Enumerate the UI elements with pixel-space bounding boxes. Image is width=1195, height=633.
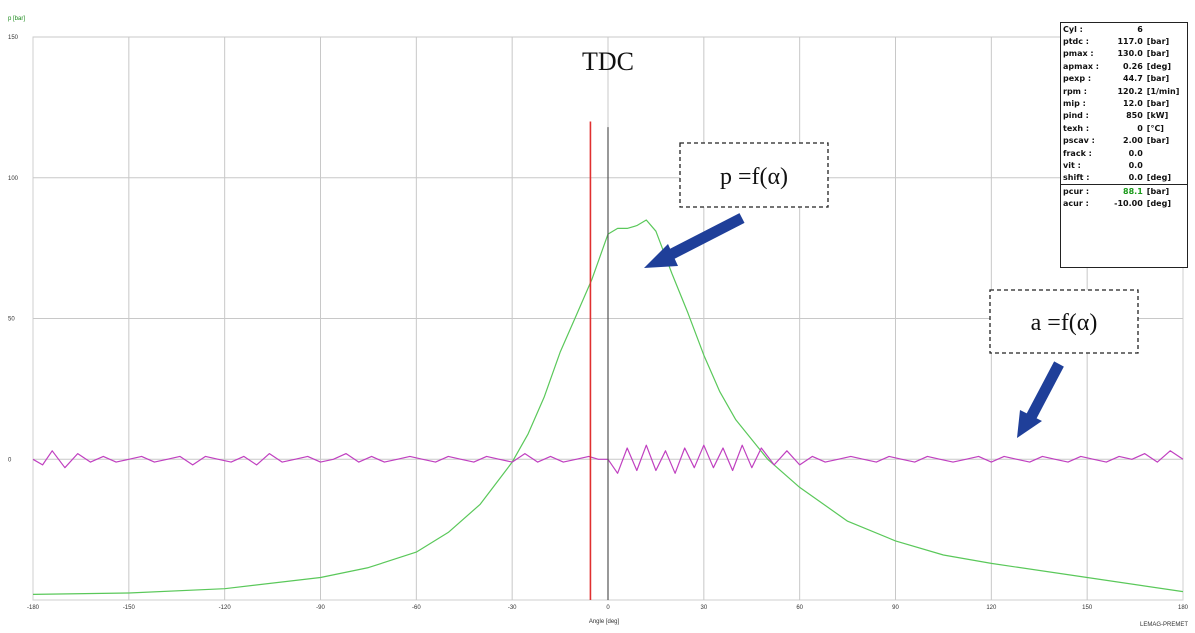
readout-name: Cyl :: [1063, 24, 1083, 34]
readout-unit: [kW]: [1146, 111, 1169, 121]
readout-row: frack : 0.0: [1061, 147, 1187, 159]
x-tick-label: 60: [796, 605, 803, 611]
readout-name: pcur :: [1061, 184, 1108, 198]
readout-row: Cyl : 6: [1061, 23, 1187, 35]
x-tick-label: -90: [316, 605, 325, 611]
y-tick-label: 0: [8, 457, 12, 463]
readout-row: vit : 0.0: [1061, 159, 1187, 171]
y-tick-label: 50: [8, 317, 15, 323]
readout-row: acur : -10.00 [deg]: [1061, 197, 1187, 209]
readout-row: apmax : 0.26 [deg]: [1061, 60, 1187, 72]
acceleration-annotation-label: a =f(α): [1031, 310, 1098, 336]
readout-value: 44.7: [1123, 74, 1143, 84]
x-tick-label: 180: [1178, 605, 1189, 611]
pressure-annotation-label: p =f(α): [720, 164, 788, 190]
acceleration-annotation: a =f(α): [989, 289, 1139, 354]
readout-table: Cyl :6 ptdc :117.0 [bar] pmax :130.0 [bar] ap…: [1061, 23, 1187, 210]
readout-row: pscav : 2.00 [bar]: [1061, 135, 1187, 147]
readout-name: pind :: [1063, 111, 1089, 121]
readout-name: ptdc :: [1063, 37, 1090, 47]
x-tick-label: 30: [700, 605, 707, 611]
series-layer: [32, 219, 1184, 595]
x-tick-label: 120: [986, 605, 997, 611]
readout-unit: [1145, 147, 1187, 159]
readout-unit: [deg]: [1146, 61, 1171, 71]
readout-name: frack :: [1063, 148, 1092, 158]
x-tick-label: -180: [27, 605, 40, 611]
readout-unit: [bar]: [1144, 184, 1187, 198]
acceleration-arrow-icon: [1017, 361, 1064, 438]
readout-name: acur :: [1063, 199, 1089, 209]
footer-note: LEMAG-PREMET: [1140, 622, 1188, 628]
readout-unit: [bar]: [1146, 99, 1170, 109]
readout-name: apmax :: [1063, 61, 1100, 71]
acceleration-annotation-box: [989, 289, 1139, 354]
y-axis-unit-label: p [bar]: [8, 16, 25, 22]
readout-row: pcur :88.1 [bar]: [1061, 184, 1187, 198]
readout-value: 2.00: [1123, 136, 1143, 146]
x-tick-label: -30: [508, 605, 517, 611]
y-tick-label: 150: [8, 35, 19, 41]
readout-row: texh : 0 [°C]: [1061, 122, 1187, 134]
readout-value: 88.1: [1107, 184, 1145, 198]
x-tick-label: -60: [412, 605, 421, 611]
readout-row: mip : 12.0 [bar]: [1061, 97, 1187, 109]
readout-value: 0.26: [1123, 61, 1143, 71]
readout-row: pexp : 44.7 [bar]: [1061, 73, 1187, 85]
readout-unit: [deg]: [1146, 173, 1171, 183]
readout-value: 12.0: [1123, 99, 1143, 109]
readout-row: shift : 0.0 [deg]: [1061, 172, 1187, 185]
readout-value: 117.0: [1117, 37, 1143, 47]
readout-panel: Cyl :6 ptdc :117.0 [bar] pmax :130.0 [bar] ap…: [1060, 22, 1188, 268]
x-axis-label: Angle [deg]: [589, 619, 620, 625]
readout-name: texh :: [1063, 123, 1090, 133]
readout-value: 0.0: [1128, 173, 1143, 183]
readout-name: vit :: [1063, 160, 1081, 170]
pressure-curve: [32, 219, 1184, 595]
readout-name: pscav :: [1063, 136, 1095, 146]
readout-row: pmax : 130.0 [bar]: [1061, 48, 1187, 60]
readout-value: 0: [1137, 123, 1143, 133]
readout-unit: [1145, 159, 1187, 171]
pressure-annotation: p =f(α): [679, 142, 829, 208]
readout-name: shift :: [1063, 173, 1090, 183]
readout-unit: [°C]: [1146, 123, 1164, 133]
marker-layer: [589, 121, 609, 600]
readout-value: 0.0: [1128, 160, 1143, 170]
readout-value: 6: [1137, 24, 1143, 34]
x-tick-label: -150: [123, 605, 136, 611]
readout-value: -10.00: [1114, 199, 1143, 209]
readout-value: 120.2: [1117, 86, 1143, 96]
readout-row: rpm : 120.2 [1/min]: [1061, 85, 1187, 97]
readout-name: mip :: [1063, 99, 1086, 109]
tdc-label: TDC: [582, 47, 634, 76]
x-tick-label: -120: [219, 605, 232, 611]
acceleration-curve: [32, 444, 1184, 474]
pressure-annotation-box: [679, 142, 829, 208]
x-tick-label: 150: [1082, 605, 1093, 611]
x-tick-label: 0: [606, 605, 610, 611]
readout-name: pexp :: [1063, 74, 1092, 84]
readout-unit: [bar]: [1146, 49, 1170, 59]
readout-name: pmax :: [1063, 49, 1094, 59]
readout-row: pind : 850 [kW]: [1061, 110, 1187, 122]
readout-unit: [bar]: [1146, 74, 1170, 84]
readout-unit: [bar]: [1146, 136, 1170, 146]
pressure-arrow-icon: [644, 213, 745, 268]
readout-unit: [bar]: [1146, 37, 1170, 47]
readout-name: rpm :: [1063, 86, 1087, 96]
readout-unit: [1145, 23, 1187, 35]
readout-value: 0.0: [1128, 148, 1143, 158]
readout-value: 850: [1126, 111, 1143, 121]
readout-value: 130.0: [1117, 49, 1143, 59]
tick-labels: -180 -150 -120 -90 -60 -30 0 30 60 90 120 150 180 150…: [8, 35, 1189, 611]
x-tick-label: 90: [892, 605, 899, 611]
readout-row: ptdc : 117.0 [bar]: [1061, 35, 1187, 47]
readout-unit: [1/min]: [1146, 86, 1180, 96]
y-tick-label: 100: [8, 176, 19, 182]
readout-unit: [deg]: [1146, 199, 1171, 209]
